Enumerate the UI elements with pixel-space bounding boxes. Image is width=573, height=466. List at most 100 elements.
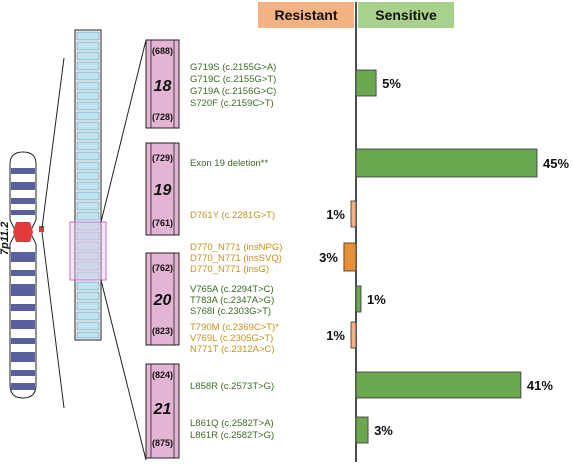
mutation-group-d761y: D761Y (c.2281G>T) <box>190 210 275 221</box>
mutation-label: T790M (c.2369C>T)* <box>190 322 279 333</box>
bar-value-label: 45% <box>543 156 569 171</box>
exon-stripe <box>76 201 100 211</box>
bar-value-label: 1% <box>326 207 345 222</box>
exon-stripe <box>76 191 100 201</box>
exon-20: (762) 20 (823) <box>145 252 180 346</box>
sensitive-bar <box>355 416 369 444</box>
mutation-label: V769L (c.2305G>T) <box>190 333 273 344</box>
exon-stripe <box>76 261 100 271</box>
exon-19-number: 19 <box>154 182 172 199</box>
exon-stripe <box>76 291 100 301</box>
exon-stripe <box>76 81 100 91</box>
mutation-group-l858r: L858R (c.2573T>G) <box>190 381 274 392</box>
sensitive-bar <box>355 285 362 313</box>
exon-stripe <box>76 171 100 181</box>
resistant-bar <box>343 242 357 272</box>
locus-marker <box>39 226 44 232</box>
sensitive-bar <box>355 69 377 97</box>
mutation-label: L861R (c.2582T>G) <box>190 430 274 441</box>
bar-value-label: 3% <box>319 250 338 265</box>
gene-track <box>74 29 102 341</box>
mutation-label: D761Y (c.2281G>T) <box>190 210 275 221</box>
exon-stripe <box>76 31 100 41</box>
exon-stripe <box>76 151 100 161</box>
exon-21-end: (875) <box>152 438 173 448</box>
exon-stripe <box>76 231 100 241</box>
bar-value-label: 1% <box>367 292 386 307</box>
mutation-group-v765a: V765A (c.2294T>C) T783A (c.2347A>G) S768… <box>190 284 274 317</box>
mutation-group-d770-insertions: D770_N771 (insNPG) D770_N771 (insSVQ) D7… <box>190 242 282 275</box>
exon-stripe <box>76 331 100 339</box>
bar-value-label: 1% <box>326 328 345 343</box>
exon-stripe <box>76 51 100 61</box>
zoom-line-top <box>41 57 65 229</box>
exon-18-start: (688) <box>152 46 173 56</box>
exon-19-end: (761) <box>152 218 173 228</box>
exon-21-number: 21 <box>153 401 172 418</box>
mutation-label: Exon 19 deletion** <box>190 158 268 169</box>
mutation-label: D770_N771 (insSVQ) <box>190 253 282 264</box>
exon-stripe <box>76 41 100 51</box>
exon-stripe <box>76 181 100 191</box>
exon-20-end: (823) <box>152 326 173 336</box>
exon-18-end: (728) <box>152 112 173 122</box>
zoom-line-exon-bottom <box>100 279 147 461</box>
zoom-line-exon-top <box>100 39 147 223</box>
chromosome-bands <box>11 168 35 390</box>
exon-18: (688) 18 (728) <box>145 39 180 129</box>
mutation-label: S768I (c.2303G>T) <box>190 306 271 317</box>
mutation-group-l861: L861Q (c.2582T>A) L861R (c.2582T>G) <box>190 418 274 441</box>
sensitive-bar <box>355 148 538 178</box>
mutation-label: T783A (c.2347A>G) <box>190 295 274 306</box>
mutation-label: D770_N771 (insG) <box>190 264 269 275</box>
zoom-line-bottom <box>41 231 65 409</box>
exon-stripe <box>76 241 100 251</box>
exon-20-number: 20 <box>153 292 172 309</box>
bar-chart: 5% 45% 1% 3% 1% 1% 41% 3% <box>319 69 569 444</box>
mutation-group-exon19-deletion: Exon 19 deletion** <box>190 158 268 169</box>
zoom-highlight <box>69 221 107 281</box>
resistant-bar <box>350 321 357 349</box>
exon-stripe <box>76 281 100 291</box>
exon-stripe <box>76 131 100 141</box>
band-label: 7p11.2 <box>0 222 11 255</box>
exon-stripe <box>76 71 100 81</box>
sensitive-bar <box>355 371 522 399</box>
mutation-label: L858R (c.2573T>G) <box>190 381 274 392</box>
chromosome-7: 7p11.2 <box>0 151 44 399</box>
mutation-label: G719A (c.2156G>C) <box>190 86 276 97</box>
exon-stripe <box>76 211 100 221</box>
resistant-header-label: Resistant <box>274 7 337 23</box>
mutation-group-t790m: T790M (c.2369C>T)* V769L (c.2305G>T) N77… <box>190 322 279 355</box>
mutation-label: V765A (c.2294T>C) <box>190 284 274 295</box>
exon-19-start: (729) <box>152 153 173 163</box>
exon-21: (824) 21 (875) <box>145 363 180 459</box>
exon-stripe <box>76 321 100 331</box>
exon-stripe <box>76 161 100 171</box>
exon-stripe <box>76 91 100 101</box>
exon-20-start: (762) <box>152 263 173 273</box>
exon-21-start: (824) <box>152 370 173 380</box>
mutation-label: G719S (c.2155G>A) <box>190 62 276 73</box>
mutation-label: G719C (c.2155G>T) <box>190 74 276 85</box>
sensitive-header-label: Sensitive <box>375 7 437 23</box>
resistant-header-box <box>258 2 354 28</box>
exon-stripe <box>76 141 100 151</box>
exon-stripe <box>76 111 100 121</box>
exon-stripe <box>76 121 100 131</box>
exon-stripe <box>76 311 100 321</box>
bar-value-label: 41% <box>527 378 553 393</box>
resistant-bar <box>350 200 357 228</box>
bar-value-label: 5% <box>382 76 401 91</box>
mutation-label: L861Q (c.2582T>A) <box>190 418 274 429</box>
exon-stripe <box>76 101 100 111</box>
mutation-label: D770_N771 (insNPG) <box>190 242 282 253</box>
exon-19: (729) 19 (761) <box>145 142 180 236</box>
sensitive-header-box <box>358 2 454 28</box>
exon-stripe <box>76 251 100 261</box>
mutation-label: N771T (c.2312A>C) <box>190 344 275 355</box>
exon-18-number: 18 <box>154 78 172 95</box>
centromere <box>13 222 33 242</box>
exon-stripe <box>76 301 100 311</box>
